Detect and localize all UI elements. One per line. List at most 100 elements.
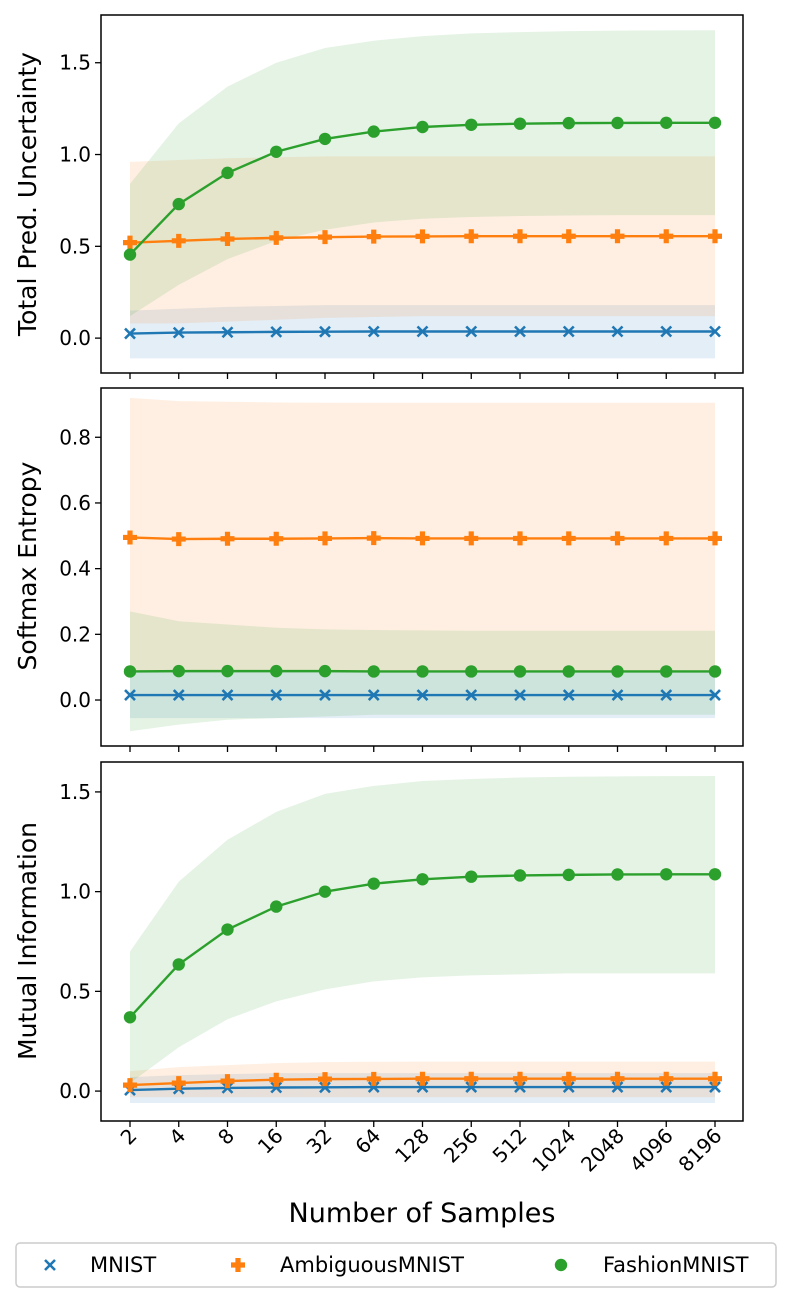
point-mnist	[416, 1081, 429, 1094]
point-ambiguousmnist	[561, 229, 576, 244]
point-fashionmnist	[318, 885, 332, 898]
point-fashionmnist	[513, 117, 527, 130]
point-ambiguousmnist	[220, 231, 235, 246]
legend-frame	[15, 1242, 777, 1288]
point-mnist	[221, 326, 234, 339]
panel-1: 0.0 0.5 1.0 1.5 Total Pred. Uncertainty	[13, 14, 744, 379]
point-ambiguousmnist	[318, 1072, 332, 1087]
point-ambiguousmnist	[610, 229, 625, 244]
x-tick-label: 4	[164, 1124, 190, 1150]
point-fashionmnist	[708, 665, 722, 678]
y-tick-label: 0.2	[59, 622, 91, 646]
point-fashionmnist	[708, 868, 722, 881]
point-mnist	[172, 689, 185, 702]
point-fashionmnist	[513, 665, 527, 678]
legend-label: AmbiguousMNIST	[280, 1253, 464, 1277]
x-tick-label: 4096	[625, 1124, 678, 1177]
point-ambiguousmnist	[415, 531, 430, 546]
point-mnist	[611, 689, 624, 702]
point-mnist	[124, 689, 136, 702]
x-tick-label: 16	[253, 1124, 288, 1159]
point-mnist	[660, 1081, 673, 1094]
point-fashionmnist	[123, 248, 137, 261]
point-fashionmnist	[611, 665, 624, 678]
point-mnist	[611, 325, 624, 338]
point-ambiguousmnist	[366, 531, 381, 546]
point-ambiguousmnist	[513, 531, 527, 546]
point-fashionmnist	[660, 116, 673, 129]
point-mnist	[319, 1081, 331, 1094]
point-fashionmnist	[611, 868, 624, 881]
y-tick-label: 0.4	[59, 557, 91, 581]
point-fashionmnist	[318, 132, 332, 146]
panel-3: 0.0 0.5 1.0 1.5 Mutual Information	[13, 761, 744, 1127]
band-fashionmnist	[130, 775, 715, 1084]
point-ambiguousmnist	[708, 1071, 722, 1086]
point-fashionmnist	[270, 664, 283, 678]
point-fashionmnist	[270, 900, 283, 913]
x-tick-label: 1024	[527, 1124, 580, 1177]
point-fashionmnist	[465, 665, 478, 678]
point-fashionmnist	[660, 868, 673, 881]
point-fashionmnist	[562, 116, 575, 130]
y-tick-label: 0.8	[59, 425, 91, 449]
point-mnist	[514, 1081, 526, 1094]
point-ambiguousmnist	[513, 1071, 527, 1086]
point-ambiguousmnist	[659, 229, 674, 244]
point-fashionmnist	[660, 665, 673, 678]
x-tick-label: 8	[213, 1124, 239, 1150]
y-tick-label: 1.5	[59, 780, 91, 804]
point-ambiguousmnist	[220, 1074, 235, 1089]
point-mnist	[709, 689, 721, 702]
y-tick-label: 0.5	[59, 234, 91, 258]
point-mnist	[465, 325, 478, 338]
legend-marker-ambiguousmnist	[231, 1258, 245, 1272]
panel-2: 0.0 0.2 0.4 0.6 0.8 Softmax Entropy	[13, 387, 744, 752]
point-ambiguousmnist	[318, 531, 332, 546]
point-ambiguousmnist	[123, 235, 137, 250]
point-mnist	[562, 1081, 575, 1094]
point-fashionmnist	[416, 120, 429, 134]
point-ambiguousmnist	[659, 1071, 674, 1086]
point-fashionmnist	[611, 116, 624, 130]
point-ambiguousmnist	[561, 531, 576, 546]
point-fashionmnist	[367, 877, 380, 890]
point-fashionmnist	[416, 665, 429, 678]
legend-item-mnist: MNIST	[44, 1253, 156, 1277]
y-tick-label: 0.0	[59, 1079, 91, 1103]
point-ambiguousmnist	[561, 1071, 576, 1086]
y-tick-label: 1.5	[59, 51, 91, 75]
x-axis-label: Number of Samples	[289, 1198, 556, 1229]
point-mnist	[416, 689, 429, 702]
y-axis-label: Mutual Information	[13, 822, 42, 1060]
point-ambiguousmnist	[708, 531, 722, 546]
y-tick-label: 0.6	[59, 491, 91, 515]
point-fashionmnist	[221, 664, 234, 678]
x-tick-label: 64	[350, 1124, 385, 1159]
point-fashionmnist	[367, 665, 380, 678]
x-tick-label: 128	[390, 1124, 434, 1168]
legend: MNIST AmbiguousMNIST FashionMNIST	[15, 1242, 777, 1288]
point-fashionmnist	[172, 958, 185, 971]
point-mnist	[562, 325, 575, 338]
point-ambiguousmnist	[171, 233, 186, 248]
point-fashionmnist	[465, 118, 478, 131]
point-ambiguousmnist	[123, 530, 137, 545]
point-mnist	[709, 1081, 721, 1094]
point-fashionmnist	[221, 166, 234, 180]
point-ambiguousmnist	[610, 1071, 625, 1086]
point-fashionmnist	[270, 145, 283, 158]
point-ambiguousmnist	[659, 531, 674, 546]
legend-marker-fashionmnist	[554, 1258, 568, 1272]
point-fashionmnist	[562, 665, 575, 678]
point-mnist	[270, 325, 283, 338]
point-mnist	[367, 689, 380, 702]
point-fashionmnist	[416, 873, 429, 886]
point-mnist	[611, 1081, 624, 1094]
point-ambiguousmnist	[415, 229, 430, 244]
point-ambiguousmnist	[171, 1076, 186, 1091]
y-tick-label: 1.0	[59, 880, 91, 904]
legend-item-fashionmnist: FashionMNIST	[554, 1253, 749, 1277]
